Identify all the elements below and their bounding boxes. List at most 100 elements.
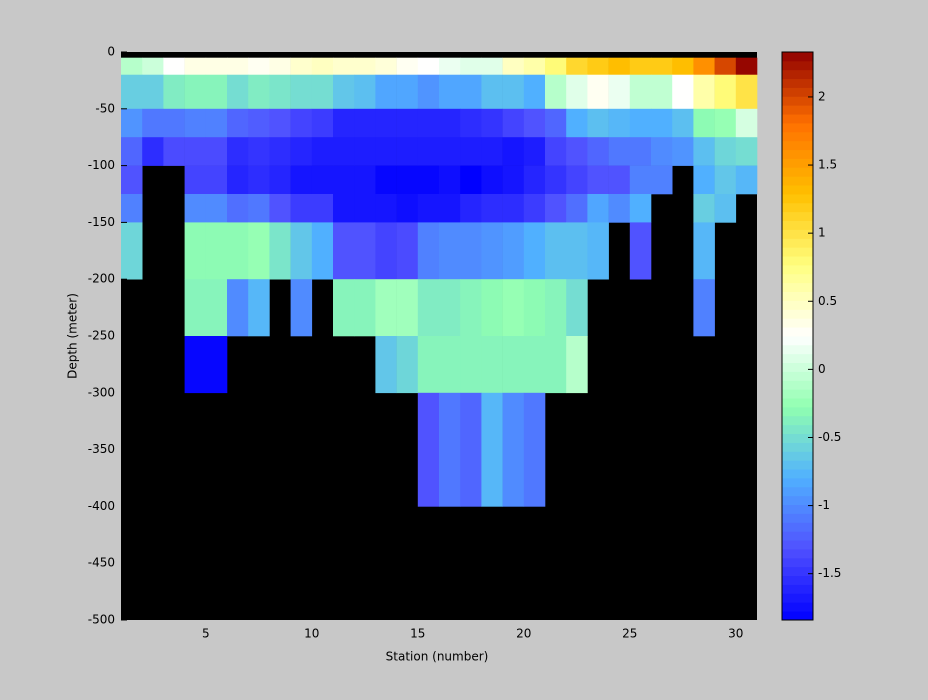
heat-cell (545, 137, 567, 166)
colorbar-band (782, 336, 813, 346)
heat-cell (354, 57, 376, 76)
heat-cell (693, 194, 715, 223)
heat-cell (417, 137, 440, 166)
heat-cell (523, 108, 546, 138)
heat-cell (545, 222, 567, 280)
y-tick-label: -100 (88, 158, 115, 172)
heat-cell (460, 108, 482, 138)
colorbar-band (782, 211, 813, 222)
colorbar-band (782, 451, 813, 461)
heat-cell (248, 137, 270, 166)
colorbar-band (782, 398, 813, 408)
heat-cell (269, 108, 291, 138)
heat-cell (608, 137, 631, 166)
heat-cell (396, 137, 419, 166)
heat-cell (566, 165, 588, 195)
colorbar-band (782, 549, 813, 559)
heat-cell (439, 222, 461, 280)
heat-cell (545, 108, 567, 138)
colorbar-tick-label: 0 (818, 362, 826, 376)
heat-cell (205, 57, 228, 76)
heat-cell (184, 108, 207, 138)
heat-cell (502, 57, 525, 76)
heat-cell (417, 336, 440, 394)
heat-cell (629, 108, 652, 138)
heat-cell (142, 108, 164, 138)
heat-cell (375, 74, 397, 110)
heat-cell (651, 108, 673, 138)
heat-cell (396, 57, 419, 76)
colorbar-band (782, 602, 813, 612)
heat-cell (290, 194, 313, 223)
heat-cell (184, 137, 207, 166)
heat-cell (248, 222, 270, 280)
heat-cell (396, 279, 419, 337)
heat-cell (587, 222, 609, 280)
colorbar-band (782, 380, 813, 390)
heat-cell (714, 137, 737, 166)
y-tick-label: -250 (88, 329, 115, 343)
heat-cell (587, 137, 609, 166)
heat-cell (523, 74, 546, 110)
heat-cell (693, 279, 715, 337)
y-tick-label: -50 (95, 101, 115, 115)
colorbar-band (782, 87, 813, 97)
heat-cell (651, 57, 673, 76)
heat-cell (205, 222, 228, 280)
heat-cell (587, 165, 609, 195)
heat-cell (375, 222, 397, 280)
heat-cell (439, 137, 461, 166)
heat-cell (311, 108, 334, 138)
x-tick-label: 5 (202, 627, 210, 641)
heat-cell (566, 57, 588, 76)
heat-cell (523, 137, 546, 166)
colorbar-band (782, 566, 813, 577)
colorbar-band (782, 149, 813, 159)
heat-cell (227, 108, 249, 138)
heat-cell (460, 222, 482, 280)
heat-cell (545, 57, 567, 76)
heat-cell (439, 108, 461, 138)
heat-cell (417, 194, 440, 223)
heat-cell (205, 279, 228, 337)
heat-cell (248, 165, 270, 195)
colorbar-band (782, 309, 813, 319)
heat-cell (735, 108, 758, 138)
heat-cell (396, 222, 419, 280)
heat-cell (481, 137, 503, 166)
heat-cell (184, 74, 207, 110)
heat-cell (354, 74, 376, 110)
colorbar-band (782, 593, 813, 603)
heat-cell (566, 137, 588, 166)
heat-cell (121, 57, 143, 76)
x-tick-label: 10 (304, 627, 319, 641)
heat-cell (672, 137, 694, 166)
heat-cell (693, 57, 715, 76)
heat-cell (545, 279, 567, 337)
heat-cell (333, 194, 355, 223)
x-tick-label: 15 (410, 627, 425, 641)
heat-cell (121, 222, 143, 280)
heat-cell (354, 222, 376, 280)
colorbar-band (782, 522, 813, 532)
heat-cell (375, 336, 397, 394)
heat-cell (227, 57, 249, 76)
colorbar-tick-label: -0.5 (818, 430, 841, 444)
colorbar-band (782, 202, 813, 213)
y-tick-label: -150 (88, 215, 115, 229)
heat-cell (184, 57, 207, 76)
heat-cell (481, 57, 503, 76)
x-tick-label: 30 (728, 627, 743, 641)
colorbar-band (782, 584, 813, 594)
heat-cell (714, 194, 737, 223)
heat-cell (651, 137, 673, 166)
heat-cell (502, 336, 525, 394)
colorbar-band (782, 123, 813, 133)
heat-cell (163, 74, 185, 110)
heat-cell (227, 165, 249, 195)
heat-cell (269, 137, 291, 166)
y-axis-label: Depth (meter) (66, 293, 80, 379)
heat-cell (439, 194, 461, 223)
heat-cell (460, 279, 482, 337)
heat-cell (566, 74, 588, 110)
